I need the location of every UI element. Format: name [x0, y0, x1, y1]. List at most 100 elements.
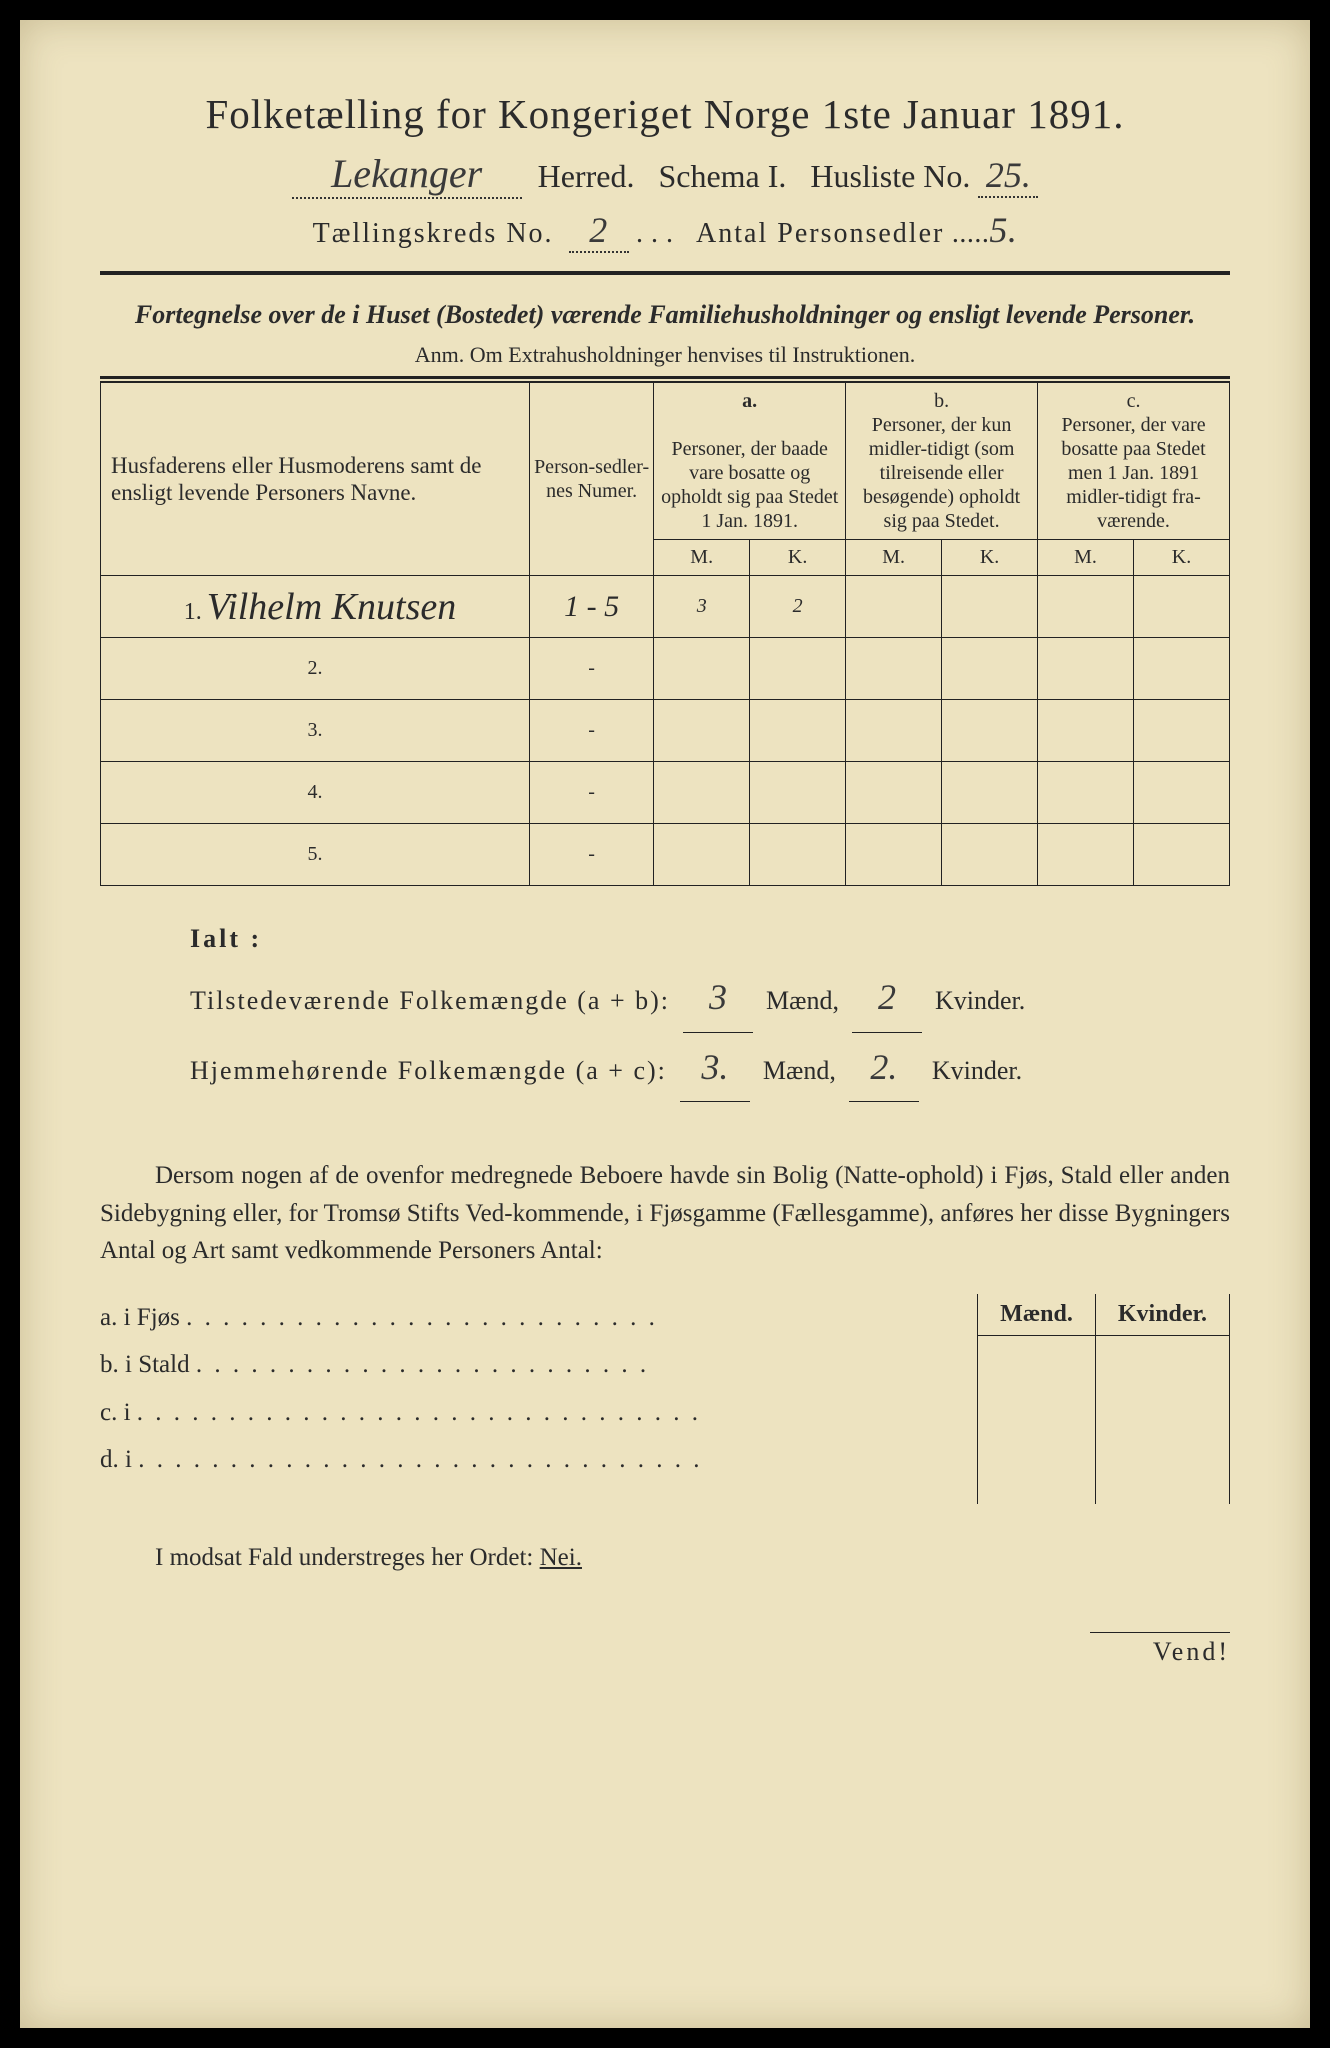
- ialt-line1-m: 3: [683, 963, 753, 1032]
- vend-label: Vend!: [1090, 1632, 1230, 1667]
- cell: [750, 762, 846, 824]
- nei-word: Nei.: [540, 1544, 582, 1571]
- row-sedler: -: [530, 762, 654, 824]
- siderow-c: c. i . . . . . . . . . . . . . . . . . .…: [100, 1389, 967, 1437]
- row-bm: [846, 576, 942, 638]
- siderow-b: b. i Stald . . . . . . . . . . . . . . .…: [100, 1341, 967, 1389]
- anm-note: Anm. Om Extrahusholdninger henvises til …: [100, 342, 1230, 368]
- header-line-3: Tællingskreds No. 2 . . . Antal Personse…: [100, 209, 1230, 253]
- row-sedler: -: [530, 700, 654, 762]
- ialt-line1-k: 2: [852, 963, 922, 1032]
- table-row: 3. -: [101, 700, 1230, 762]
- row-bk: [942, 576, 1038, 638]
- siderow-b-label: b. i Stald: [100, 1351, 190, 1378]
- col-c-label: c.: [1127, 390, 1141, 412]
- dot-rows: a. i Fjøs . . . . . . . . . . . . . . . …: [100, 1294, 967, 1504]
- husliste-label: Husliste No.: [810, 158, 970, 194]
- table-row: 5. -: [101, 824, 1230, 886]
- table-row: 2. -: [101, 638, 1230, 700]
- subtitle-text: Fortegnelse over de i Huset (Bostedet) v…: [135, 300, 1195, 329]
- row-num: 1.: [174, 599, 202, 625]
- cell: [846, 638, 942, 700]
- cell: [942, 700, 1038, 762]
- row-num: 2.: [101, 638, 530, 700]
- table-row: 4. -: [101, 762, 1230, 824]
- cell: [1038, 762, 1134, 824]
- mk-m-header: Mænd.: [978, 1294, 1096, 1336]
- kreds-label: Tællingskreds No.: [313, 218, 554, 249]
- mk-cell: [978, 1420, 1096, 1462]
- cell: [750, 700, 846, 762]
- cell: [1038, 700, 1134, 762]
- mk-k: K.: [750, 540, 846, 576]
- col-b-text: Personer, der kun midler-tidigt (som til…: [863, 414, 1020, 532]
- mk-cell: [1095, 1462, 1229, 1504]
- row-am: 3: [654, 576, 750, 638]
- row-name-cell: 1. Vilhelm Knutsen: [101, 576, 530, 638]
- cell: [654, 824, 750, 886]
- ialt-label: Ialt :: [190, 914, 1230, 963]
- mk-cell: [1095, 1420, 1229, 1462]
- kvinder-label: Kvinder.: [935, 986, 1025, 1015]
- row-sedler: -: [530, 638, 654, 700]
- table-row: 1. Vilhelm Knutsen 1 - 5 3 2: [101, 576, 1230, 638]
- maend-label: Mænd,: [766, 986, 839, 1015]
- mk-k: K.: [1133, 540, 1229, 576]
- cell: [942, 824, 1038, 886]
- ialt-line2-label: Hjemmehørende Folkemængde (a + c):: [190, 1056, 667, 1085]
- cell: [942, 762, 1038, 824]
- cell: [1038, 824, 1134, 886]
- cell: [750, 638, 846, 700]
- cell: [1038, 638, 1134, 700]
- cell: [654, 638, 750, 700]
- siderow-d-label: d. i: [100, 1446, 132, 1473]
- col-name-header: Husfaderens eller Husmoderens samt de en…: [101, 383, 530, 576]
- paragraph: Dersom nogen af de ovenfor medregnede Be…: [100, 1157, 1230, 1270]
- col-c-text: Personer, der vare bosatte paa Stedet me…: [1061, 414, 1205, 532]
- ialt-block: Ialt : Tilstedeværende Folkemængde (a + …: [190, 914, 1230, 1102]
- row-sedler: -: [530, 824, 654, 886]
- mk-cell: [1095, 1378, 1229, 1420]
- row-name: Vilhelm Knutsen: [207, 586, 456, 628]
- mk-k-header: Kvinder.: [1095, 1294, 1229, 1336]
- col-b-header: b. Personer, der kun midler-tidigt (som …: [846, 383, 1038, 540]
- header-line-2: Lekanger Herred. Schema I. Husliste No. …: [100, 150, 1230, 199]
- mk-m: M.: [846, 540, 942, 576]
- siderow-d: d. i . . . . . . . . . . . . . . . . . .…: [100, 1436, 967, 1484]
- mk-m: M.: [1038, 540, 1134, 576]
- census-form-page: Folketælling for Kongeriget Norge 1ste J…: [20, 20, 1310, 2028]
- row-num: 4.: [101, 762, 530, 824]
- mk-cell: [1095, 1336, 1229, 1378]
- cell: [942, 638, 1038, 700]
- cell: [846, 824, 942, 886]
- schema-label: Schema I.: [658, 158, 786, 194]
- page-title: Folketælling for Kongeriget Norge 1ste J…: [100, 90, 1230, 138]
- col-a-label: a.: [742, 390, 757, 412]
- col-num-header: Person-sedler-nes Numer.: [530, 383, 654, 576]
- mk-k: K.: [942, 540, 1038, 576]
- row-sedler: 1 - 5: [530, 576, 654, 638]
- row-ck: [1133, 576, 1229, 638]
- cell: [1133, 700, 1229, 762]
- cell: [846, 700, 942, 762]
- table-header-row: Husfaderens eller Husmoderens samt de en…: [101, 383, 1230, 540]
- main-table: Husfaderens eller Husmoderens samt de en…: [100, 382, 1230, 886]
- cell: [654, 700, 750, 762]
- mk-cell: [978, 1378, 1096, 1420]
- row-num: 3.: [101, 700, 530, 762]
- subtitle: Fortegnelse over de i Huset (Bostedet) v…: [100, 297, 1230, 332]
- husliste-value: 25.: [978, 154, 1038, 198]
- row-num: 5.: [101, 824, 530, 886]
- herred-value: Lekanger: [292, 150, 522, 199]
- ialt-line2-m: 3.: [680, 1033, 750, 1102]
- cell: [1133, 638, 1229, 700]
- mk-small-table: Mænd.Kvinder.: [977, 1294, 1230, 1504]
- col-a-header: a. Personer, der baade vare bosatte og o…: [654, 383, 846, 540]
- mk-cell: [978, 1462, 1096, 1504]
- cell: [846, 762, 942, 824]
- siderow-a: a. i Fjøs . . . . . . . . . . . . . . . …: [100, 1294, 967, 1342]
- row-cm: [1038, 576, 1134, 638]
- ialt-line-2: Hjemmehørende Folkemængde (a + c): 3. Mæ…: [190, 1033, 1230, 1102]
- side-building-section: a. i Fjøs . . . . . . . . . . . . . . . …: [100, 1294, 1230, 1504]
- maend-label: Mænd,: [763, 1056, 836, 1085]
